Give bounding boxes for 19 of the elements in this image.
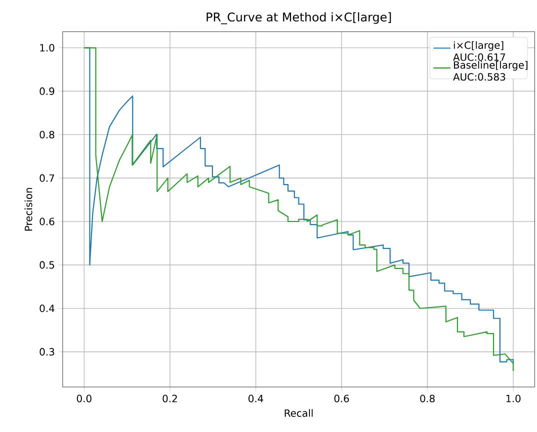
x-tick-label: 0.2: [162, 394, 177, 402]
y-tick-label: 0.5: [40, 261, 54, 269]
x-tick-label: 0.0: [76, 394, 92, 402]
y-tick-label: 0.6: [40, 218, 54, 226]
x-tick-label: 0.8: [420, 394, 435, 402]
y-tick-label: 0.3: [40, 348, 54, 356]
y-tick-label: 1.0: [40, 44, 54, 52]
y-tick-label: 0.4: [40, 304, 54, 312]
chart-title: PR_Curve at Method i×C[large]: [206, 12, 391, 24]
y-axis-title: Precision: [24, 188, 32, 231]
y-tick-label: 0.9: [40, 87, 54, 95]
y-tick-label: 0.7: [40, 174, 54, 182]
y-tick-label: 0.8: [40, 130, 54, 138]
legend-label: i×C[large] AUC:0.617: [453, 41, 506, 61]
x-tick-label: 1.0: [506, 394, 521, 402]
x-tick-label: 0.6: [334, 394, 349, 402]
x-axis-title: Recall: [284, 409, 313, 417]
legend-label: Baseline[large] AUC:0.583: [453, 61, 528, 81]
x-tick-label: 0.4: [248, 394, 264, 402]
